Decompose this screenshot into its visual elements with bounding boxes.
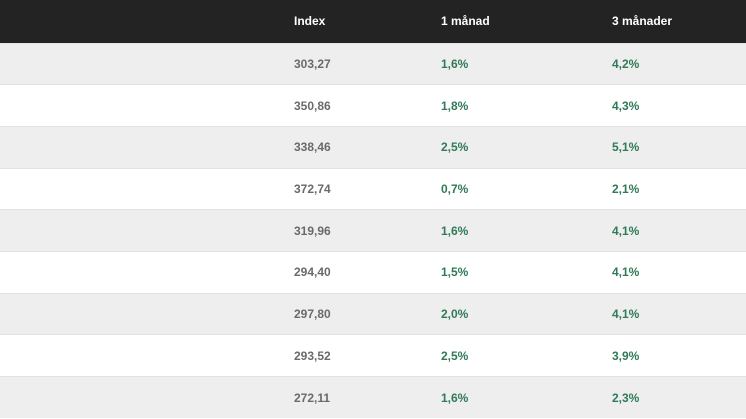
header-blank [0, 0, 294, 43]
row-label-cell [0, 125, 294, 169]
row-label-cell [0, 167, 294, 210]
table-row: 319,96 1,6% 4,1% [0, 209, 746, 252]
change-1-month: 2,5% [441, 125, 612, 169]
header-index: Index [294, 13, 326, 28]
header-1-manad: 1 månad [441, 13, 490, 28]
change-3-months: 4,2% [612, 42, 746, 85]
change-1-month: 1,5% [441, 250, 612, 294]
index-value: 272,11 [294, 376, 441, 419]
index-value: 319,96 [294, 209, 441, 252]
change-1-month: 0,7% [441, 167, 612, 210]
index-value: 297,80 [294, 292, 441, 335]
change-3-months: 3,9% [612, 334, 746, 377]
index-value: 294,40 [294, 250, 441, 294]
index-value: 338,46 [294, 125, 441, 169]
change-3-months: 4,1% [612, 250, 746, 294]
row-label-cell [0, 292, 294, 335]
change-3-months: 4,1% [612, 292, 746, 335]
change-1-month: 2,0% [441, 292, 612, 335]
change-3-months: 5,1% [612, 125, 746, 169]
index-value: 350,86 [294, 84, 441, 127]
change-3-months: 2,1% [612, 167, 746, 210]
change-3-months: 4,3% [612, 84, 746, 127]
row-label-cell [0, 250, 294, 294]
change-1-month: 1,6% [441, 209, 612, 252]
row-label-cell [0, 334, 294, 377]
table-row: 272,11 1,6% 2,3% [0, 376, 746, 419]
change-3-months: 2,3% [612, 376, 746, 419]
table-row: 350,86 1,8% 4,3% [0, 84, 746, 127]
row-label-cell [0, 84, 294, 127]
table-row: 372,74 0,7% 2,1% [0, 167, 746, 210]
table-row: 293,52 2,5% 3,9% [0, 334, 746, 377]
index-value: 372,74 [294, 167, 441, 210]
row-label-cell [0, 42, 294, 85]
change-1-month: 1,8% [441, 84, 612, 127]
index-value: 303,27 [294, 42, 441, 85]
table-row: 297,80 2,0% 4,1% [0, 292, 746, 335]
change-1-month: 1,6% [441, 42, 612, 85]
change-1-month: 1,6% [441, 376, 612, 419]
table-row: 294,40 1,5% 4,1% [0, 250, 746, 294]
row-label-cell [0, 209, 294, 252]
row-label-cell [0, 376, 294, 419]
change-3-months: 4,1% [612, 209, 746, 252]
header-3-manader: 3 månader [612, 13, 673, 28]
change-1-month: 2,5% [441, 334, 612, 377]
table-row: 303,27 1,6% 4,2% [0, 42, 746, 85]
table-row: 338,46 2,5% 5,1% [0, 125, 746, 169]
index-value: 293,52 [294, 334, 441, 377]
table-header-row: Index 1 månad 3 månader [0, 0, 746, 43]
